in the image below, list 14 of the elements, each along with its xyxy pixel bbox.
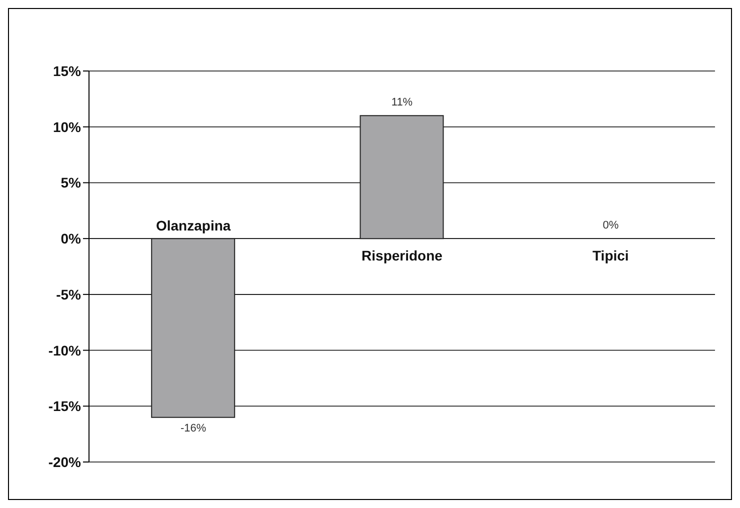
y-tick-label: 5% <box>60 174 82 191</box>
y-tick-label: 15% <box>52 62 82 79</box>
data-label: -16% <box>180 422 206 434</box>
data-label: 0% <box>602 220 619 232</box>
data-label: 11% <box>391 96 413 109</box>
x-tick-label: Risperidone <box>362 248 443 264</box>
y-tick-label: 10% <box>52 118 82 135</box>
y-tick-label: -10% <box>48 342 82 358</box>
y-tick-label: -15% <box>48 398 82 414</box>
x-tick-label: Tipici <box>592 248 629 264</box>
y-tick-label: 0% <box>60 230 82 247</box>
y-tick-label: -20% <box>48 454 82 470</box>
y-tick-label: -5% <box>56 286 82 302</box>
x-tick-label: Olanzapina <box>156 218 231 234</box>
